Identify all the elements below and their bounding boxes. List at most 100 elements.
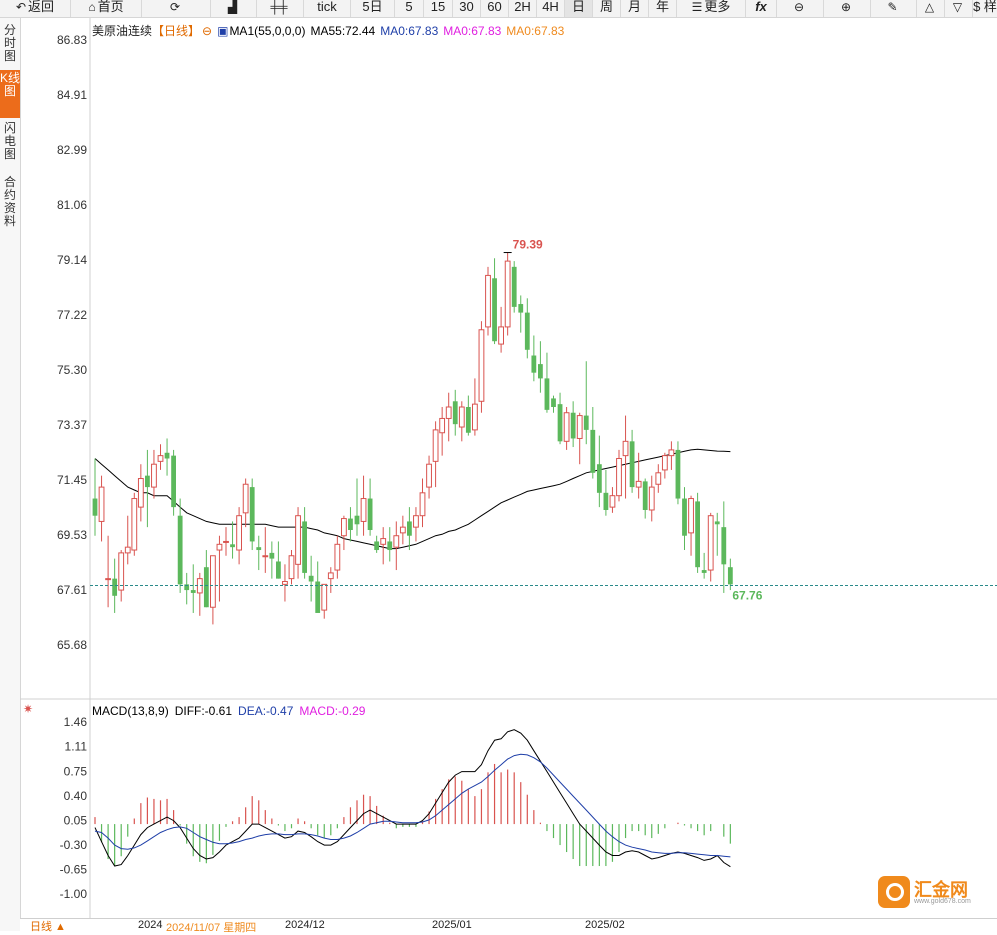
week-button[interactable]: 周 bbox=[593, 0, 621, 17]
candle bbox=[315, 561, 321, 613]
15min-button[interactable]: 15 bbox=[424, 0, 453, 17]
candle bbox=[603, 469, 609, 516]
candle bbox=[439, 407, 446, 456]
sidebar-item-contract[interactable]: 合约资料 bbox=[3, 175, 16, 228]
candle bbox=[635, 452, 642, 499]
sidebar-item-timeshare[interactable]: 分时图 bbox=[3, 23, 16, 63]
price-tick-label: 71.45 bbox=[57, 473, 87, 487]
candle bbox=[269, 541, 275, 579]
5day-button[interactable]: 5日 bbox=[351, 0, 395, 17]
candle bbox=[256, 535, 262, 571]
candle bbox=[648, 475, 655, 522]
candle bbox=[570, 401, 576, 448]
candle bbox=[682, 487, 687, 551]
logo-name: 汇金网 bbox=[914, 880, 968, 900]
candle bbox=[196, 572, 203, 616]
indicator-icon[interactable]: ▣ bbox=[217, 24, 229, 38]
candle bbox=[518, 295, 524, 333]
60min-button[interactable]: 60 bbox=[481, 0, 509, 17]
candle bbox=[551, 395, 556, 413]
4h-button[interactable]: 4H bbox=[537, 0, 565, 17]
refresh-button[interactable]: ⟳ bbox=[142, 0, 211, 17]
draw-button[interactable]: ✎ bbox=[871, 0, 917, 17]
price-tick-label: 84.91 bbox=[57, 88, 87, 102]
candle bbox=[374, 535, 380, 553]
candle bbox=[485, 266, 491, 336]
candle bbox=[276, 541, 281, 579]
candle bbox=[171, 449, 176, 516]
macd-tick-label: 1.11 bbox=[65, 739, 88, 753]
candle bbox=[531, 335, 537, 382]
candle bbox=[609, 487, 616, 513]
candle bbox=[557, 392, 563, 445]
ma0-value-a: MA0:67.83 bbox=[380, 24, 439, 38]
current-price-label: 67.76 bbox=[732, 589, 762, 603]
date-label-2024: 2024 bbox=[138, 919, 163, 931]
diff-value: DIFF:-0.61 bbox=[174, 704, 233, 718]
candle bbox=[145, 449, 150, 528]
candle bbox=[426, 455, 432, 499]
candle bbox=[295, 507, 301, 579]
candle bbox=[236, 507, 242, 565]
bar-chart-button[interactable]: ▟ bbox=[211, 0, 257, 17]
candle bbox=[688, 495, 694, 556]
macd-settings-icon[interactable]: ✷ bbox=[23, 702, 34, 716]
currency-button[interactable]: $ 样 bbox=[973, 0, 997, 14]
30min-button[interactable]: 30 bbox=[453, 0, 481, 17]
more-button[interactable]: ☰ 更多 bbox=[677, 0, 746, 17]
candle bbox=[184, 572, 190, 605]
5min-button[interactable]: 5 bbox=[395, 0, 424, 17]
candle bbox=[190, 564, 196, 613]
back-button[interactable]: ↶ 返回 bbox=[0, 0, 71, 17]
zoom-out-button[interactable]: ⊖ bbox=[777, 0, 824, 17]
candle bbox=[596, 435, 602, 508]
candle bbox=[675, 441, 681, 505]
candle bbox=[262, 527, 269, 573]
macd-legend: MACD(13,8,9) DIFF:-0.61 DEA:-0.47 MACD:-0.2… bbox=[92, 704, 371, 718]
formula-button[interactable]: fx bbox=[746, 0, 777, 17]
candle bbox=[445, 392, 452, 442]
candle bbox=[399, 515, 406, 545]
candle bbox=[695, 492, 700, 573]
candle bbox=[308, 555, 314, 602]
candle bbox=[282, 564, 288, 602]
zoom-out-icon: ⊖ bbox=[793, 0, 805, 14]
candle bbox=[727, 558, 733, 591]
candle bbox=[393, 521, 400, 571]
price-tick-label: 86.83 bbox=[57, 33, 87, 47]
2h-button[interactable]: 2H bbox=[509, 0, 537, 17]
sidebar-item-kline[interactable]: K线图 bbox=[0, 70, 20, 118]
candle bbox=[348, 507, 353, 542]
refresh-icon: ⟳ bbox=[169, 0, 181, 14]
period-tab[interactable]: 日线 ▲ bbox=[30, 921, 66, 933]
down-button[interactable]: ▽ bbox=[945, 0, 973, 17]
ma55-value: MA55:72.44 bbox=[310, 24, 376, 38]
logo-url: www.gold678.com bbox=[914, 898, 971, 905]
up-button[interactable]: △ bbox=[917, 0, 945, 17]
bar-chart-icon: ▟ bbox=[227, 0, 238, 14]
sidebar-item-flash[interactable]: 闪电图 bbox=[3, 121, 16, 161]
zoom-in-button[interactable]: ⊕ bbox=[824, 0, 871, 17]
candle bbox=[118, 550, 125, 602]
home-button[interactable]: ⌂ 首页 bbox=[71, 0, 142, 17]
logo-ring-icon bbox=[886, 883, 904, 901]
month-button[interactable]: 月 bbox=[621, 0, 649, 17]
macd-tick-label: 1.46 bbox=[64, 715, 88, 729]
settings-icon[interactable]: ⊖ bbox=[202, 24, 213, 38]
candle bbox=[498, 306, 505, 353]
candle bbox=[642, 478, 648, 519]
candle bbox=[131, 492, 138, 556]
candlestick-button[interactable]: ╪╪ bbox=[257, 0, 304, 17]
price-tick-label: 75.30 bbox=[57, 363, 87, 377]
year-button[interactable]: 年 bbox=[649, 0, 677, 17]
day-button[interactable]: 日 bbox=[565, 0, 593, 17]
candle bbox=[563, 407, 570, 450]
candle bbox=[216, 535, 223, 602]
symbol-name: 美原油连续 bbox=[92, 24, 153, 38]
tick-button[interactable]: tick bbox=[304, 0, 351, 17]
ma55-line bbox=[94, 448, 731, 550]
candle bbox=[472, 378, 478, 436]
toolbar: ↶ 返回 ⌂ 首页 ⟳ ▟ ╪╪ tick 5日 5 15 30 60 2H 4H … bbox=[0, 0, 997, 18]
macd-tick-label: -0.30 bbox=[60, 838, 88, 852]
